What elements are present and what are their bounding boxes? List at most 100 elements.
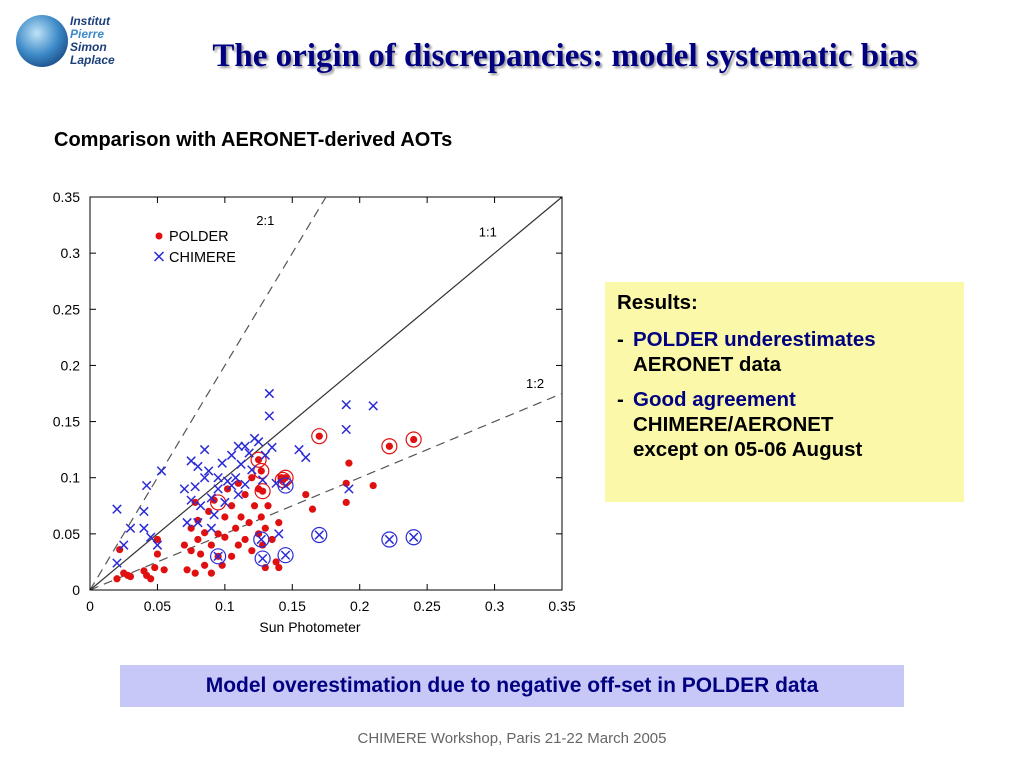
polder-point xyxy=(342,498,350,507)
polder-point xyxy=(228,502,236,510)
polder-point xyxy=(250,502,259,510)
x-tick-label: 0.2 xyxy=(350,598,370,614)
result-dash: - xyxy=(617,388,624,411)
footer-text: CHIMERE Workshop, Paris 21-22 March 2005 xyxy=(357,730,667,747)
polder-point xyxy=(147,575,155,583)
y-tick-label: 0 xyxy=(72,582,80,598)
polder-point xyxy=(237,513,245,521)
chimere-point xyxy=(257,553,268,564)
chimere-point xyxy=(264,388,275,399)
chimere-point xyxy=(247,465,257,475)
polder-point xyxy=(160,566,168,574)
chimere-point xyxy=(125,523,136,533)
result-item-chimere: - Good agreement CHIMERE/AERONET except … xyxy=(617,387,954,462)
polder-point xyxy=(410,435,418,444)
polder-point xyxy=(153,535,162,544)
chimere-point xyxy=(217,458,227,468)
y-tick-label: 0.15 xyxy=(53,414,80,430)
reference-line-label: 1:2 xyxy=(526,376,544,391)
polder-highlight-ring xyxy=(250,451,267,468)
chimere-point xyxy=(152,540,163,550)
polder-point xyxy=(221,533,229,541)
result-line: POLDER underestimates xyxy=(633,328,876,351)
polder-point xyxy=(275,563,283,572)
chimere-point xyxy=(206,493,217,503)
conclusion-banner: Model overestimation due to negative off… xyxy=(120,665,904,707)
x-tick-label: 0.3 xyxy=(485,598,505,614)
polder-point xyxy=(194,535,202,544)
chimere-point xyxy=(156,466,167,476)
polder-point xyxy=(308,505,317,513)
chimere-point xyxy=(195,501,206,511)
chimere-highlight-ring xyxy=(277,477,294,494)
chimere-point xyxy=(301,452,311,463)
chimere-point xyxy=(341,424,351,435)
polder-point xyxy=(268,535,276,544)
chimere-point xyxy=(233,489,244,500)
ipsl-logo: Institut Pierre Simon Laplace xyxy=(16,14,115,67)
polder-point xyxy=(196,550,205,558)
x-tick-label: 0.05 xyxy=(144,598,171,614)
chimere-point xyxy=(230,472,241,483)
x-tick-label: 0.1 xyxy=(215,598,235,614)
logo-line-pierre: Pierre xyxy=(70,27,104,41)
chimere-highlight-ring xyxy=(254,550,271,567)
polder-point xyxy=(126,572,135,581)
x-tick-label: 0.35 xyxy=(548,598,575,614)
chimere-point xyxy=(186,456,196,466)
polder-highlight-ring xyxy=(381,438,398,455)
y-axis: 0 0.05 0.1 0.15 0.2 0.25 0.3 0.35 xyxy=(53,189,562,598)
polder-point xyxy=(248,474,256,482)
polder-point xyxy=(153,550,162,558)
logo-line-laplace: Laplace xyxy=(70,53,115,67)
chimere-point xyxy=(368,401,378,411)
chimere-point xyxy=(280,480,291,491)
polder-point xyxy=(191,569,199,577)
polder-point xyxy=(228,552,236,560)
chimere-point xyxy=(199,472,210,483)
x-axis-label: Sun Photometer xyxy=(259,619,361,635)
chimere-point xyxy=(193,517,203,528)
legend-polder-marker xyxy=(155,232,163,240)
polder-point xyxy=(264,502,272,510)
results-heading: Results: xyxy=(617,291,698,314)
polder-highlight-ring xyxy=(405,431,422,448)
result-item-polder: - POLDER underestimates AERONET data xyxy=(617,327,954,377)
chimere-point xyxy=(209,510,219,520)
polder-point xyxy=(248,547,256,555)
legend-chimere-marker xyxy=(153,251,165,262)
chimere-point xyxy=(112,504,122,514)
chimere-point xyxy=(226,450,237,460)
chimere-point xyxy=(344,484,354,494)
globe-icon xyxy=(16,15,68,67)
chimere-point xyxy=(236,459,246,469)
result-dash: - xyxy=(617,328,624,351)
reference-line-1-1 xyxy=(89,196,563,591)
chimere-point xyxy=(244,448,254,458)
chimere-point xyxy=(182,517,192,528)
reference-line-label: 1:1 xyxy=(479,224,497,239)
polder-point xyxy=(272,558,280,566)
polder-point xyxy=(180,541,188,549)
reference-line-2-1 xyxy=(89,196,327,591)
chimere-point xyxy=(139,523,149,533)
reference-line-label: 2:1 xyxy=(256,213,274,228)
chimere-point xyxy=(240,479,250,490)
polder-point xyxy=(113,575,121,583)
chimere-point xyxy=(199,444,210,455)
chimere-point xyxy=(384,534,395,545)
chimere-highlight-ring xyxy=(405,529,422,546)
chimere-point xyxy=(145,532,156,542)
chimere-point xyxy=(193,461,203,472)
chimere-point xyxy=(240,441,250,452)
chimere-point xyxy=(233,441,244,452)
polder-point xyxy=(257,513,265,521)
legend: POLDER CHIMERE xyxy=(153,229,236,266)
chart-subtitle: Comparison with AERONET-derived AOTs xyxy=(54,129,453,151)
chimere-point xyxy=(203,466,214,476)
chimere-point xyxy=(257,475,268,485)
polder-point xyxy=(345,459,353,467)
polder-point xyxy=(369,481,377,490)
polder-point xyxy=(385,442,393,450)
x-tick-label: 0.15 xyxy=(279,598,306,614)
